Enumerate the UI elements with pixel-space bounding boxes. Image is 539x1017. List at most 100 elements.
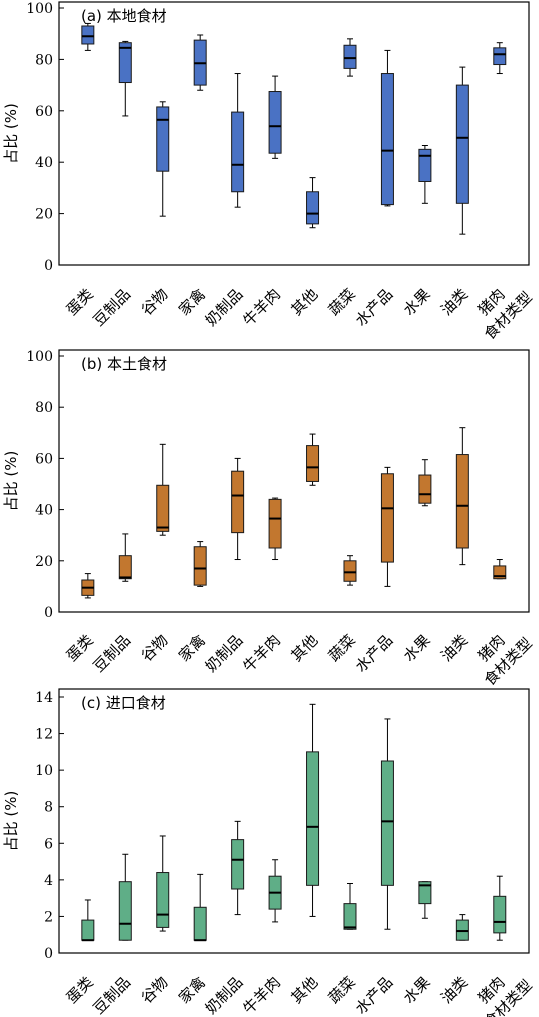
box-iqr [380, 473, 394, 563]
category-label: 谷物 [138, 285, 172, 319]
box-11 [455, 66, 469, 235]
box-iqr [231, 470, 245, 534]
box-iqr [118, 881, 132, 941]
category-label: 其他 [287, 973, 321, 1007]
box-1 [81, 573, 95, 599]
panel-title: (c) 进口食材 [81, 694, 166, 712]
category-label: 其他 [287, 285, 321, 319]
box-10 [418, 459, 432, 507]
y-tick-label: 60 [35, 104, 53, 120]
box-iqr [81, 919, 95, 941]
box-12 [493, 42, 507, 75]
category-label: 牛羊肉 [239, 973, 284, 1017]
box-9 [380, 718, 394, 930]
y-axis-label: 占比 (%) [2, 103, 20, 164]
box-9 [380, 49, 394, 207]
box-3 [156, 835, 170, 932]
box-10 [418, 144, 432, 204]
box-iqr [343, 903, 357, 930]
y-tick-label: 60 [35, 451, 53, 467]
box-iqr [81, 25, 95, 45]
box-iqr [231, 111, 245, 193]
box-1 [81, 899, 95, 942]
y-tick-label: 40 [35, 503, 53, 519]
y-tick-label: 2 [44, 909, 53, 925]
y-tick-label: 100 [26, 349, 53, 365]
category-label: 豆制品 [90, 285, 135, 330]
category-label: 豆制品 [90, 631, 135, 676]
category-label: 豆制品 [90, 973, 135, 1017]
box-iqr [268, 91, 282, 154]
category-label: 牛羊肉 [239, 285, 284, 330]
box-iqr [493, 895, 507, 934]
y-tick-label: 6 [44, 836, 53, 852]
category-label: 奶制品 [202, 631, 247, 676]
panel-title: (b) 本土食材 [81, 355, 167, 373]
box-iqr [455, 454, 469, 549]
box-7 [306, 177, 320, 229]
box-3 [156, 101, 170, 217]
y-tick-label: 0 [44, 258, 53, 274]
y-tick-label: 14 [35, 690, 53, 706]
plot-frame [58, 1, 530, 266]
y-tick-label: 12 [35, 727, 53, 743]
box-iqr [380, 73, 394, 206]
box-iqr [455, 84, 469, 204]
box-iqr [193, 546, 207, 586]
box-iqr [231, 839, 245, 890]
box-iqr [306, 751, 320, 886]
box-12 [493, 875, 507, 941]
category-label: 奶制品 [202, 973, 247, 1017]
box-4 [193, 873, 207, 942]
y-axis-label: 占比 (%) [2, 791, 20, 852]
box-11 [455, 914, 469, 941]
box-iqr [118, 555, 132, 580]
y-tick-label: 80 [35, 52, 53, 68]
box-8 [343, 38, 357, 77]
box-iqr [156, 872, 170, 928]
box-5 [231, 73, 245, 208]
plot-frame [58, 349, 530, 613]
box-6 [268, 859, 282, 923]
box-6 [268, 497, 282, 561]
box-iqr [118, 42, 132, 84]
box-8 [343, 555, 357, 586]
box-iqr [418, 474, 432, 504]
category-label: 水产品 [352, 285, 397, 330]
box-iqr [306, 445, 320, 482]
box-iqr [156, 106, 170, 172]
y-axis-label: 占比 (%) [2, 451, 20, 512]
box-2 [118, 40, 132, 117]
box-iqr [418, 148, 432, 182]
box-11 [455, 427, 469, 566]
category-label: 水果 [400, 285, 434, 319]
category-label: 谷物 [138, 973, 172, 1007]
box-3 [156, 443, 170, 536]
y-tick-label: 10 [35, 763, 53, 779]
y-tick-label: 80 [35, 400, 53, 416]
category-label: 谷物 [138, 631, 172, 665]
box-9 [380, 466, 394, 587]
box-4 [193, 541, 207, 587]
y-tick-label: 4 [44, 873, 53, 889]
y-tick-label: 40 [35, 155, 53, 171]
panel-title: (a) 本地食材 [81, 7, 167, 25]
box-2 [118, 853, 132, 941]
category-label: 奶制品 [202, 285, 247, 330]
box-iqr [343, 44, 357, 69]
category-label: 油类 [437, 973, 471, 1007]
plot-frame [58, 688, 530, 954]
y-tick-label: 20 [35, 554, 53, 570]
category-label: 水产品 [352, 631, 397, 676]
category-label: 油类 [437, 285, 471, 319]
box-7 [306, 703, 320, 917]
category-label: 水产品 [352, 973, 397, 1017]
box-iqr [193, 906, 207, 941]
box-8 [343, 883, 357, 930]
box-4 [193, 34, 207, 91]
box-7 [306, 433, 320, 486]
